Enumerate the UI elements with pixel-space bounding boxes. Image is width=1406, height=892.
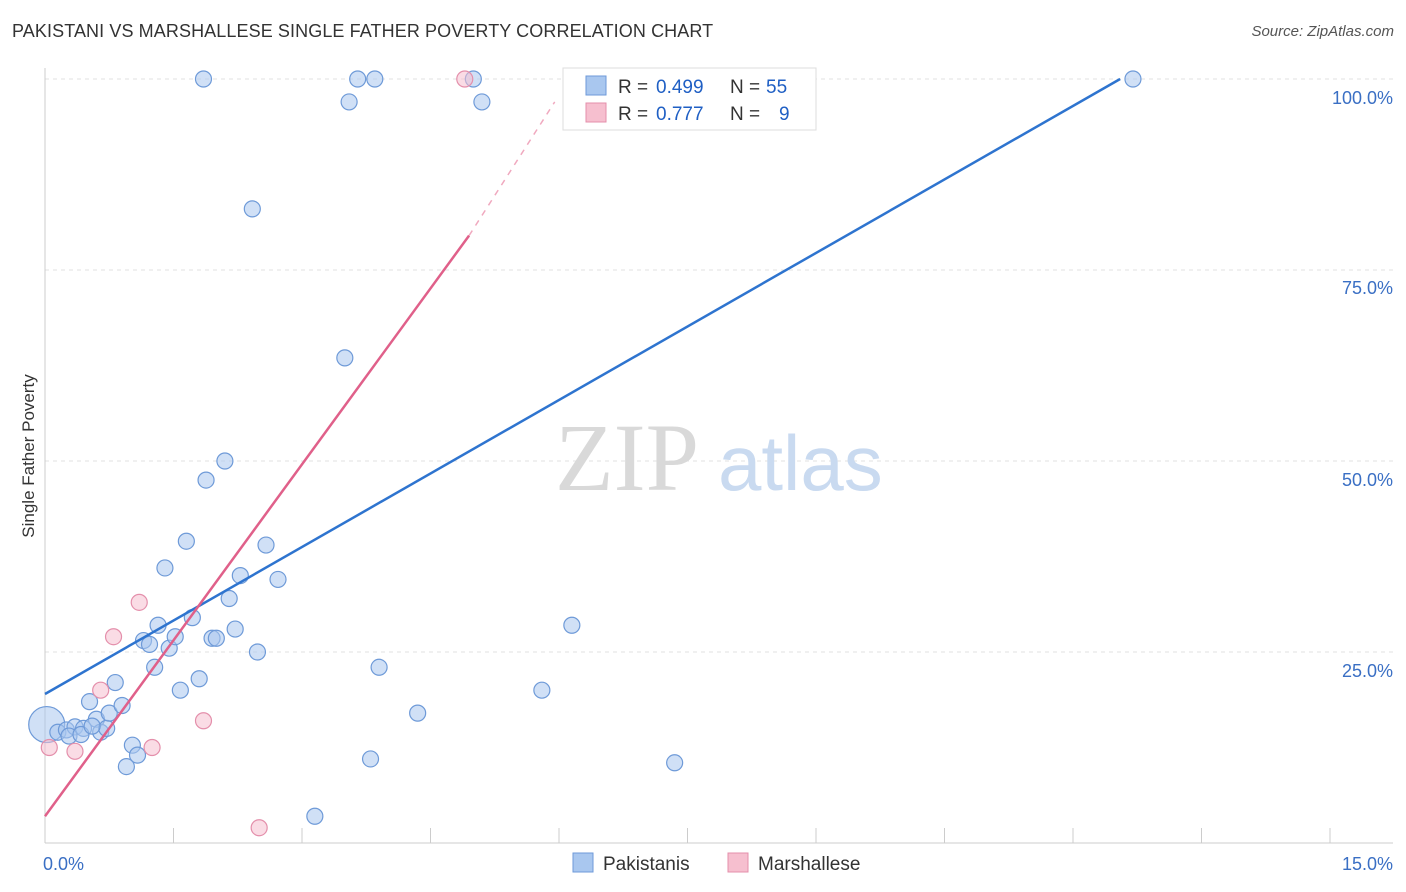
x-tick-label-max: 15.0% (1342, 854, 1393, 874)
legend-r-value-pakistanis: 0.499 (656, 77, 704, 98)
y-tick-label-100: 100.0% (1332, 88, 1393, 108)
pakistanis-point (106, 673, 124, 692)
pakistanis-point (1124, 70, 1142, 88)
pakistanis-point (336, 349, 354, 367)
bottom-legend-label-pakistanis: Pakistanis (603, 854, 690, 875)
pakistanis-point (243, 200, 261, 218)
bottom-legend-swatch-marshallese (727, 852, 749, 873)
gridlines (45, 78, 1393, 653)
pakistanis-point (666, 754, 684, 772)
pakistanis-point (269, 570, 287, 589)
y-tick-label-25: 25.0% (1342, 661, 1393, 681)
pakistanis-point (128, 746, 147, 764)
legend-r-value-marshallese: 0.777 (656, 104, 704, 125)
legend-swatch-pakistanis (585, 75, 607, 96)
bottom-legend-label-marshallese: Marshallese (758, 854, 860, 875)
marshallese-point (143, 738, 161, 757)
marshallese-point (104, 628, 123, 646)
data-points (28, 70, 1142, 837)
legend-r-label-pakistanis: R = (618, 77, 648, 98)
pakistanis-point (340, 93, 358, 111)
source-label: Source: ZipAtlas.com (1251, 23, 1394, 40)
pakistanis-point (370, 658, 388, 676)
legend-n-value-pakistanis: 55 (766, 77, 787, 98)
pakistanis-point (563, 616, 581, 634)
pakistanis-point (100, 704, 118, 722)
marshallese-point (40, 738, 58, 757)
pakistanis-point (226, 620, 244, 638)
pakistanis-point (306, 807, 324, 825)
marshallese-point (250, 819, 268, 837)
legend-n-label-pakistanis: N = (730, 77, 760, 98)
marshallese-point (130, 593, 148, 611)
bottom-legend-swatch-pakistanis (572, 852, 594, 873)
y-axis-title: Single Father Poverty (19, 374, 38, 538)
pakistanis-point (83, 717, 101, 735)
trend-lines (43, 77, 1121, 817)
watermark-zip: ZIP (555, 404, 699, 511)
pakistanis-point (171, 681, 189, 699)
pakistanis-point (156, 559, 174, 577)
marshallese-point (66, 742, 84, 760)
legend-swatch-marshallese (585, 102, 607, 123)
pakistanis-point (257, 536, 275, 554)
series-legend: Pakistanis Marshallese (572, 852, 860, 875)
pakistanis-point (140, 635, 159, 653)
pakistanis-point (117, 757, 135, 776)
legend-r-label-marshallese: R = (618, 104, 648, 125)
marshallese-point (456, 70, 474, 88)
legend-n-value-marshallese: 9 (779, 104, 790, 125)
stats-legend: R = 0.499 N = 55 R = 0.777 N = 9 (562, 67, 817, 131)
pakistanis-point (473, 93, 491, 111)
marshallese-point (92, 681, 110, 699)
pakistanis-point (366, 70, 384, 88)
pakistanis-point (216, 452, 234, 470)
chart-title: PAKISTANI VS MARSHALLESE SINGLE FATHER P… (12, 21, 714, 41)
pakistanis-trend-line (44, 77, 1121, 696)
pakistanis-point (361, 750, 380, 768)
pakistanis-point (220, 589, 238, 608)
pakistanis-point (409, 704, 427, 722)
legend-n-label-marshallese: N = (730, 104, 760, 125)
pakistanis-point (197, 471, 215, 489)
y-tick-label-75: 75.0% (1342, 278, 1393, 298)
marshallese-trend-line (43, 234, 471, 817)
pakistanis-point (190, 670, 208, 688)
pakistanis-point (349, 70, 367, 88)
pakistanis-point (80, 693, 99, 711)
marshallese-point (194, 712, 213, 730)
marshallese-trend-extension (468, 101, 556, 237)
x-tick-label-min: 0.0% (43, 854, 84, 874)
watermark-atlas: atlas (718, 419, 883, 507)
pakistanis-point (207, 629, 225, 647)
pakistanis-point (113, 696, 131, 715)
y-tick-label-50: 50.0% (1342, 470, 1393, 490)
x-ticks (44, 828, 1331, 843)
pakistanis-point (177, 532, 195, 550)
pakistanis-point (248, 643, 267, 661)
pakistanis-point (194, 70, 213, 88)
pakistanis-point (533, 681, 551, 699)
